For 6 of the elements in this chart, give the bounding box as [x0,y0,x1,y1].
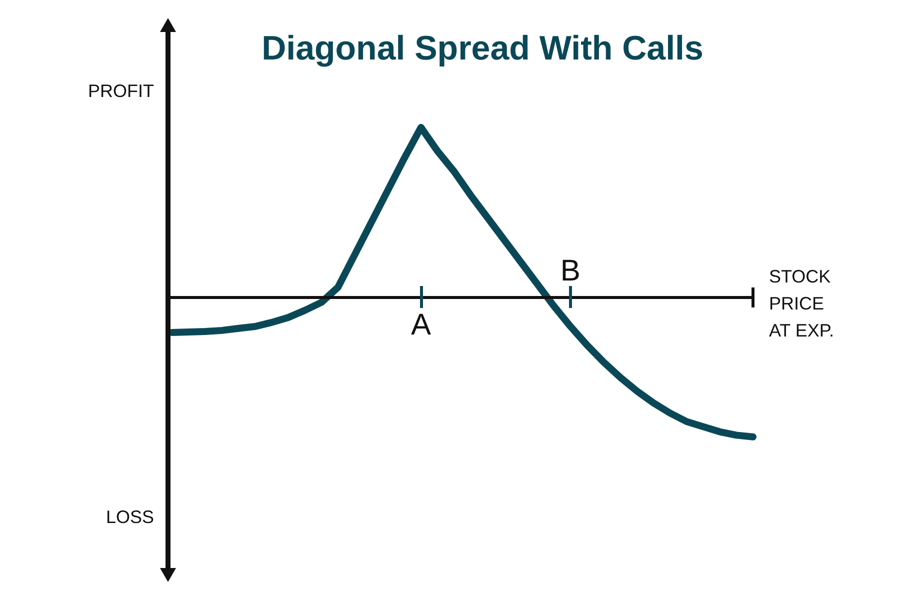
x-tick-label: A [410,308,432,342]
chart-title: Diagonal Spread With Calls [262,29,704,68]
x-tick-label: B [560,254,580,288]
text: LOSS [106,506,154,527]
text: PROFIT [88,80,154,101]
x-axis-title: STOCK PRICE AT EXP. [769,266,834,340]
